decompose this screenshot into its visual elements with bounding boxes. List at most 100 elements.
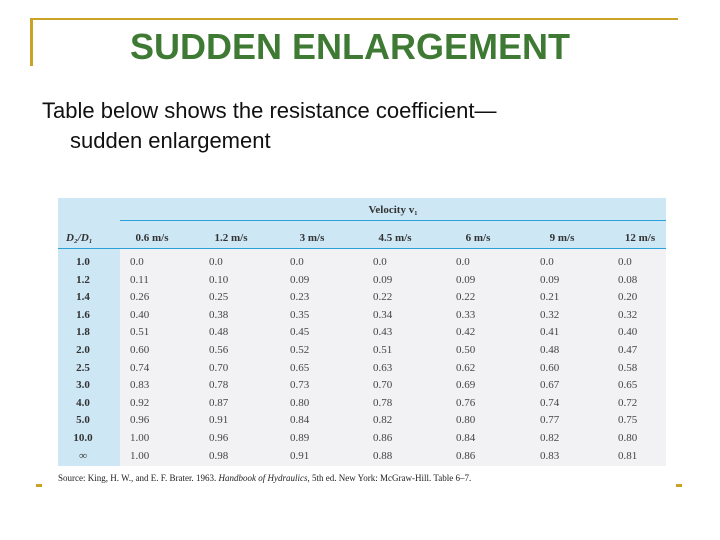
header-rule bbox=[58, 248, 666, 249]
body-text: Table below shows the resistance coeffic… bbox=[42, 96, 682, 156]
table-cell: 0.51 bbox=[373, 344, 393, 356]
table-cell: 0.67 bbox=[540, 379, 560, 392]
row-ratio-label: 1.6 bbox=[76, 308, 90, 321]
table-cell: 0.75 bbox=[618, 414, 638, 427]
table-cell: 0.89 bbox=[290, 432, 310, 444]
table-cell: 0.80 bbox=[618, 432, 638, 444]
table-cell: 0.83 bbox=[130, 379, 150, 392]
table-cell: 0.34 bbox=[373, 308, 393, 321]
table-cell: 0.0 bbox=[618, 256, 632, 268]
table-cell: 0.69 bbox=[456, 379, 476, 392]
source-title: Handbook of Hydraulics, bbox=[218, 473, 310, 483]
table-cell: 0.10 bbox=[209, 273, 229, 286]
table-cell: 0.72 bbox=[618, 396, 638, 409]
table-cell: 0.48 bbox=[540, 344, 560, 356]
slide-frame-corner-right bbox=[676, 484, 682, 487]
table-cell: 0.82 bbox=[373, 414, 393, 427]
table-cell: 0.91 bbox=[290, 449, 310, 462]
table-cell: 0.33 bbox=[456, 308, 476, 321]
row-ratio-label: 3.0 bbox=[76, 379, 90, 392]
source-prefix: Source: King, H. W., and E. F. Brater. 1… bbox=[58, 473, 217, 483]
table-cell: 0.0 bbox=[209, 256, 223, 268]
table-cell: 0.77 bbox=[540, 414, 560, 427]
table-cell: 0.58 bbox=[618, 361, 638, 374]
table-cell: 0.74 bbox=[130, 361, 150, 374]
column-header: 12 m/s bbox=[624, 232, 656, 244]
table-cell: 0.96 bbox=[209, 432, 229, 444]
table-cell: 0.80 bbox=[290, 396, 310, 409]
table-cell: 0.81 bbox=[618, 449, 638, 462]
table-cell: 0.92 bbox=[130, 396, 150, 409]
resistance-coefficient-table: Velocity v₁ D₂/D₁ 0.6 m/s 1.2 m/s 3 m/s 4.5… bbox=[58, 198, 666, 466]
table-cell: 0.51 bbox=[130, 326, 150, 339]
table-cell: 1.00 bbox=[130, 432, 150, 444]
column-header: 6 m/s bbox=[465, 232, 491, 244]
column-header: 0.6 m/s bbox=[135, 232, 169, 244]
table-cell: 0.35 bbox=[290, 308, 310, 321]
table-cell: 0.23 bbox=[290, 291, 310, 304]
row-ratio-label: 4.0 bbox=[76, 396, 90, 409]
table-cell: 0.25 bbox=[209, 291, 229, 304]
row-ratio-label: 1.0 bbox=[76, 256, 90, 268]
table-body-shading bbox=[120, 248, 666, 466]
table-cell: 0.43 bbox=[373, 326, 393, 339]
column-header: 4.5 m/s bbox=[378, 232, 412, 244]
table-cell: 0.26 bbox=[130, 291, 150, 304]
table-cell: 0.65 bbox=[618, 379, 638, 392]
table-cell: 0.20 bbox=[618, 291, 638, 304]
table-cell: 0.38 bbox=[209, 308, 229, 321]
row-ratio-label: 1.2 bbox=[76, 273, 90, 286]
diameter-ratio-header: D₂/D₁ bbox=[66, 232, 93, 244]
table-cell: 0.83 bbox=[540, 449, 560, 462]
table-cell: 0.40 bbox=[130, 308, 150, 321]
table-cell: 0.45 bbox=[290, 326, 310, 339]
table-cell: 0.47 bbox=[618, 344, 638, 356]
table-cell: 0.60 bbox=[540, 361, 560, 374]
table-cell: 0.63 bbox=[373, 361, 393, 374]
table-cell: 0.40 bbox=[618, 326, 638, 339]
table-cell: 0.88 bbox=[373, 449, 393, 462]
table-source-note: Source: King, H. W., and E. F. Brater. 1… bbox=[58, 473, 678, 483]
body-line-2: sudden enlargement bbox=[70, 128, 271, 153]
table-cell: 0.09 bbox=[373, 273, 393, 286]
velocity-header-rule bbox=[120, 220, 666, 221]
column-header: 1.2 m/s bbox=[214, 232, 248, 244]
table-cell: 0.52 bbox=[290, 344, 310, 356]
table-cell: 0.60 bbox=[130, 344, 150, 356]
table-cell: 0.42 bbox=[456, 326, 476, 339]
table-cell: 0.65 bbox=[290, 361, 310, 374]
table-cell: 0.87 bbox=[209, 396, 229, 409]
row-ratio-label: 10.0 bbox=[73, 432, 93, 444]
column-header: 9 m/s bbox=[549, 232, 575, 244]
body-line-1: Table below shows the resistance coeffic… bbox=[42, 98, 497, 123]
table-cell: 0.98 bbox=[209, 449, 229, 462]
row-ratio-label: 1.4 bbox=[76, 291, 90, 304]
table-cell: 1.00 bbox=[130, 449, 150, 462]
table-cell: 0.09 bbox=[290, 273, 310, 286]
table-cell: 0.84 bbox=[456, 432, 476, 444]
row-ratio-label: 5.0 bbox=[76, 414, 90, 427]
table-cell: 0.21 bbox=[540, 291, 560, 304]
slide-frame-top bbox=[32, 18, 678, 20]
row-ratio-label: ∞ bbox=[79, 449, 87, 462]
table-cell: 0.70 bbox=[209, 361, 229, 374]
table-cell: 0.0 bbox=[373, 256, 387, 268]
row-ratio-label: 1.8 bbox=[76, 326, 90, 339]
table-cell: 0.78 bbox=[373, 396, 393, 409]
table-cell: 0.84 bbox=[290, 414, 310, 427]
source-suffix: 5th ed. New York: McGraw-Hill. Table 6–7… bbox=[312, 473, 472, 483]
table-cell: 0.0 bbox=[540, 256, 554, 268]
table-cell: 0.96 bbox=[130, 414, 150, 427]
table-cell: 0.74 bbox=[540, 396, 560, 409]
velocity-group-header: Velocity v₁ bbox=[368, 204, 418, 216]
slide-frame-corner-left bbox=[36, 484, 42, 487]
table-cell: 0.09 bbox=[540, 273, 560, 286]
table-cell: 0.48 bbox=[209, 326, 229, 339]
table-cell: 0.56 bbox=[209, 344, 229, 356]
table-cell: 0.50 bbox=[456, 344, 476, 356]
table-cell: 0.76 bbox=[456, 396, 476, 409]
table-cell: 0.22 bbox=[373, 291, 393, 304]
table-cell: 0.73 bbox=[290, 379, 310, 392]
row-ratio-label: 2.5 bbox=[76, 361, 90, 374]
slide-title: SUDDEN ENLARGEMENT bbox=[129, 26, 570, 67]
